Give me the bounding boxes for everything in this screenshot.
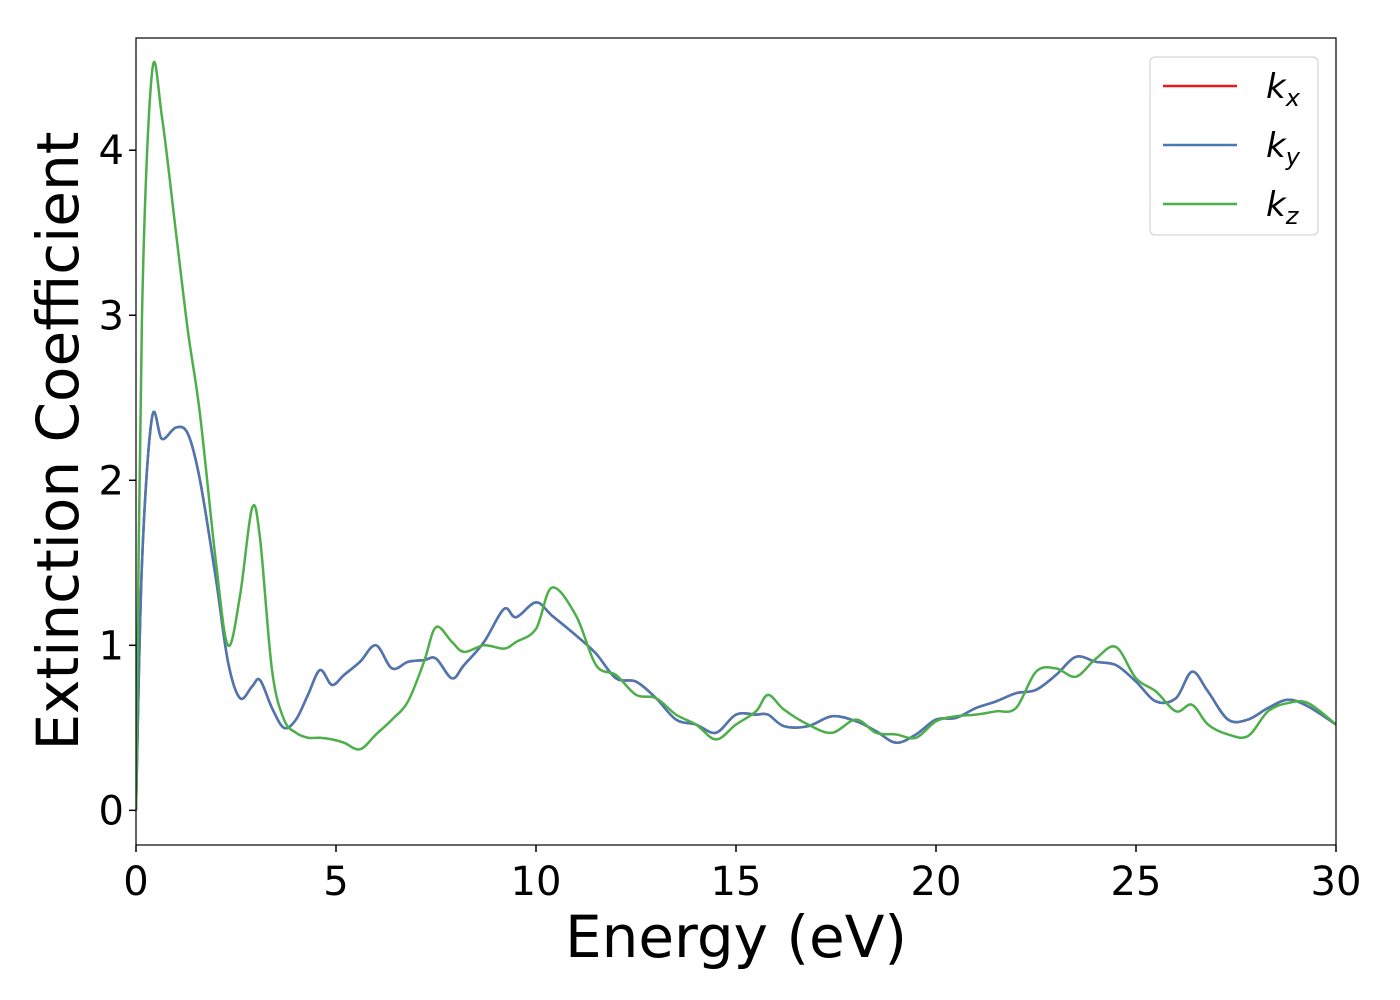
- x-tick-label: 25: [1111, 859, 1162, 905]
- x-tick-label: 0: [123, 859, 148, 905]
- y-tick-label: 0: [99, 788, 124, 834]
- y-tick-label: 4: [99, 128, 124, 174]
- x-tick-label: 30: [1311, 859, 1362, 905]
- y-tick-label: 3: [99, 293, 124, 339]
- series-line: [136, 410, 1336, 811]
- legend-label: kz: [1266, 185, 1300, 230]
- y-tick-label: 2: [99, 458, 124, 504]
- x-tick-label: 10: [511, 859, 562, 905]
- series-line: [136, 60, 1336, 811]
- series-line: [136, 410, 1336, 811]
- x-axis-label: Energy (eV): [565, 903, 907, 971]
- plot-frame: [135, 37, 1337, 846]
- x-tick-label: 20: [911, 859, 962, 905]
- y-tick-label: 1: [99, 623, 124, 669]
- x-tick-label: 5: [323, 859, 348, 905]
- legend-label: ky: [1266, 126, 1301, 171]
- legend-label: kx: [1266, 67, 1301, 112]
- y-axis-label: Extinction Coefficient: [24, 132, 92, 751]
- x-tick-label: 15: [711, 859, 762, 905]
